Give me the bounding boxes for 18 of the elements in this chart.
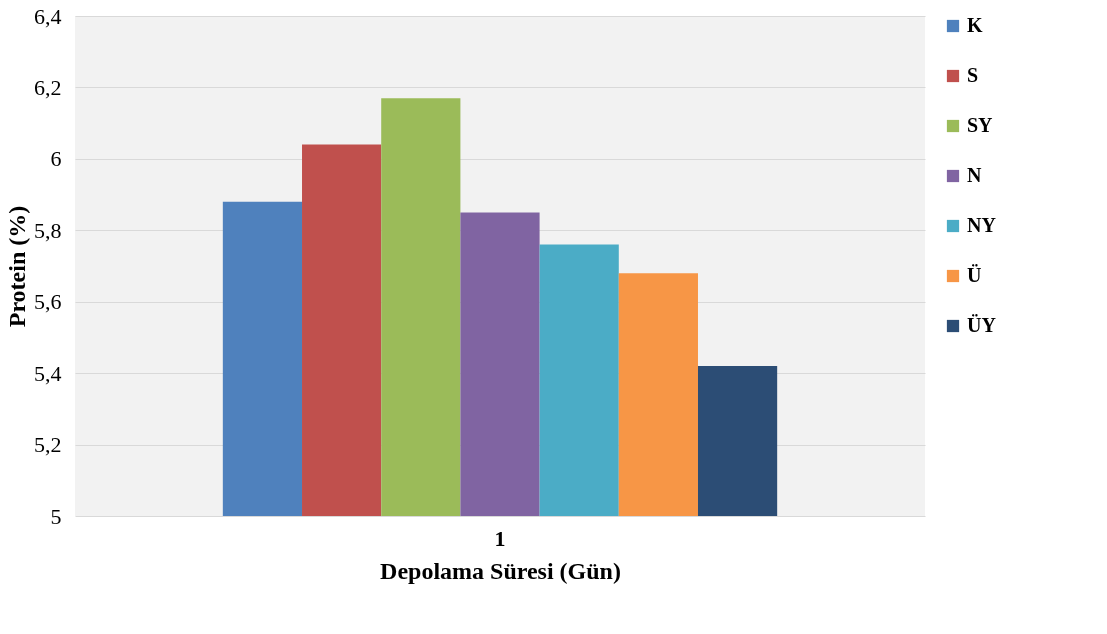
y-tick-label: 5,4 <box>34 360 62 386</box>
legend-label: S <box>967 64 979 86</box>
legend-label: Ü <box>967 264 982 286</box>
legend-label: K <box>967 14 983 36</box>
y-axis-title: Protein (%) <box>4 205 30 328</box>
legend-label: NY <box>967 214 997 236</box>
legend-label: SY <box>967 114 994 136</box>
y-tick-label: 6 <box>50 146 62 172</box>
y-tick-label: 6,2 <box>34 74 62 100</box>
y-tick-label: 5,2 <box>34 432 62 458</box>
y-tick-label: 6,4 <box>34 3 62 29</box>
legend-label: N <box>967 164 982 186</box>
x-tick-label: 1 <box>494 525 506 551</box>
y-tick-label: 5 <box>50 503 62 529</box>
legend-label: ÜY <box>967 314 997 336</box>
x-axis-title: Depolama Süresi (Gün) <box>380 557 621 584</box>
y-tick-label: 5,8 <box>34 217 62 243</box>
y-tick-label: 5,6 <box>34 289 62 315</box>
